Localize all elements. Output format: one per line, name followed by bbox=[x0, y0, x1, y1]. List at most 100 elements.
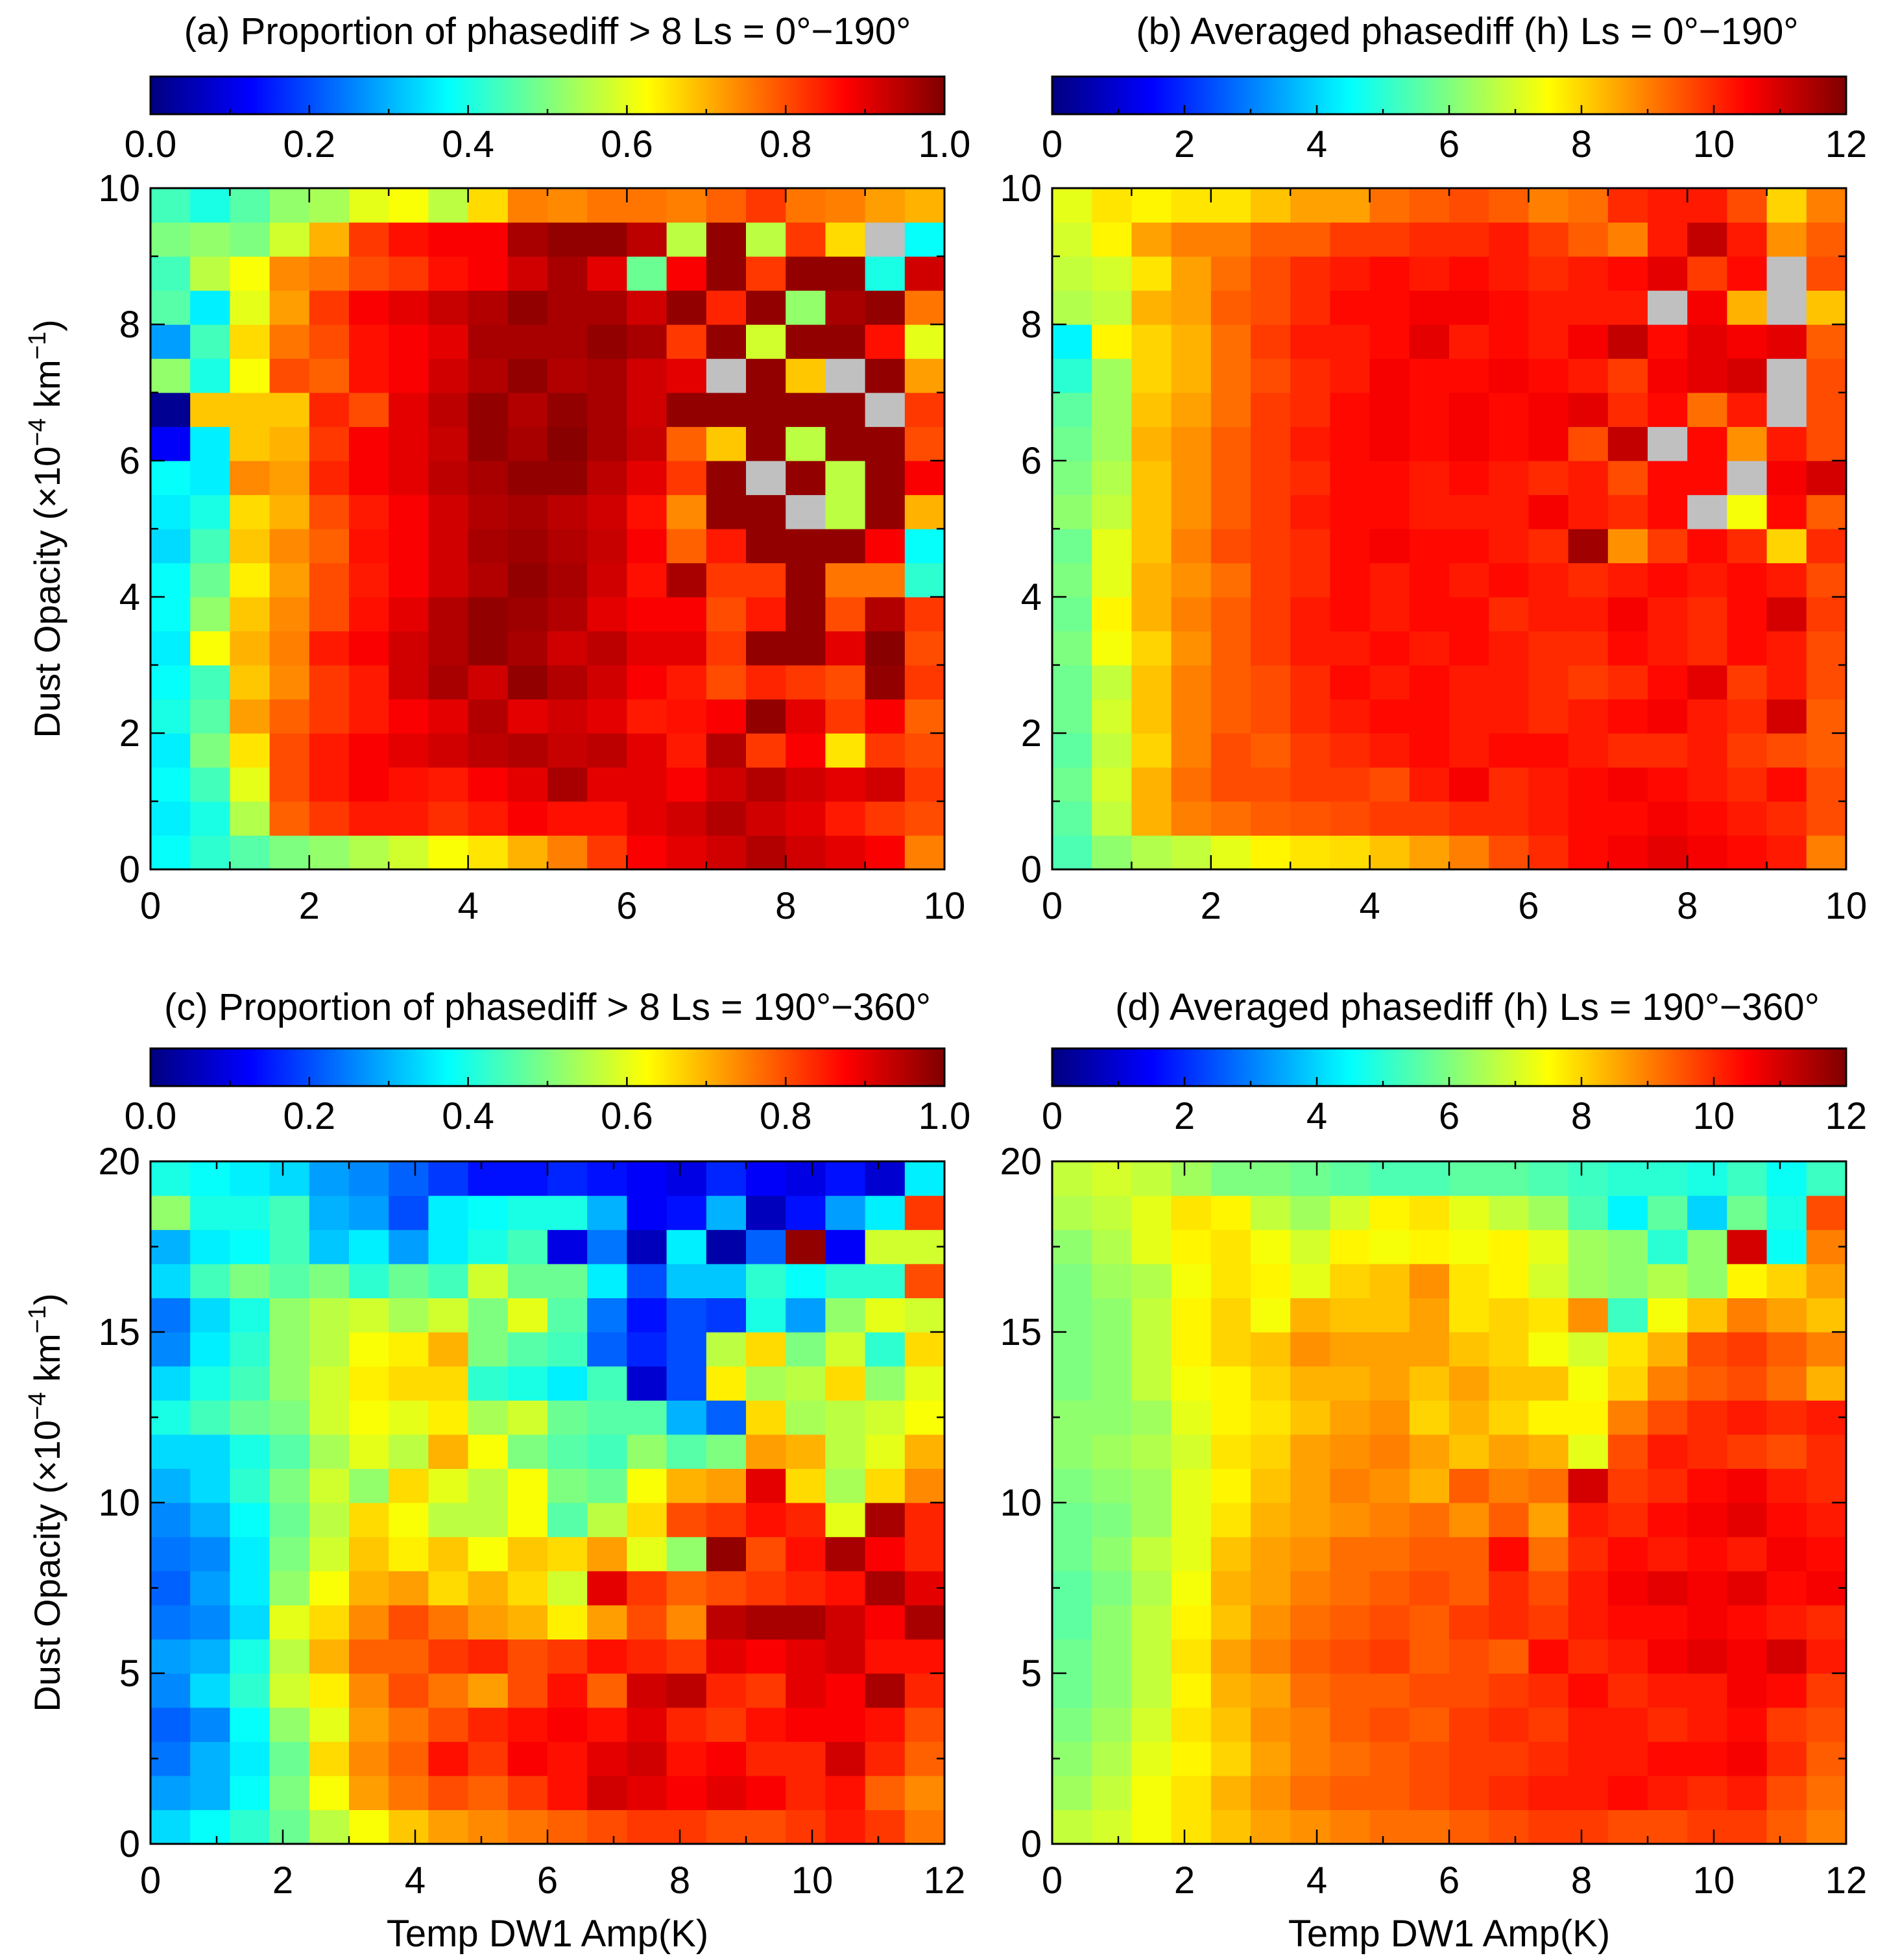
heatmap-cell bbox=[1568, 1673, 1609, 1708]
heatmap-cell bbox=[666, 699, 707, 734]
heatmap-cell bbox=[1607, 1809, 1648, 1845]
heatmap-cell bbox=[1648, 1604, 1688, 1639]
heatmap-cell bbox=[1052, 426, 1092, 461]
heatmap-cell bbox=[786, 699, 826, 734]
heatmap-cell bbox=[865, 324, 906, 359]
heatmap-cell bbox=[349, 1400, 389, 1435]
heatmap-cell bbox=[587, 1366, 627, 1401]
heatmap-cell bbox=[1409, 1263, 1450, 1298]
heatmap-cell bbox=[746, 1673, 786, 1708]
heatmap-cell bbox=[1131, 1503, 1172, 1538]
heatmap-cell bbox=[349, 1571, 389, 1606]
heatmap-cell bbox=[389, 1571, 429, 1606]
heatmap-cell bbox=[1607, 290, 1648, 325]
heatmap-cell bbox=[389, 563, 429, 598]
heatmap-cell bbox=[1092, 256, 1132, 291]
heatmap-cell bbox=[190, 835, 230, 870]
heatmap-cell bbox=[428, 1366, 469, 1401]
heatmap-cell bbox=[904, 426, 945, 461]
panel-d-heatmap-cells bbox=[1052, 1161, 1847, 1845]
heatmap-cell bbox=[389, 1400, 429, 1435]
heatmap-cell bbox=[666, 1229, 707, 1264]
heatmap-cell bbox=[230, 1298, 270, 1333]
heatmap-cell bbox=[1568, 1571, 1609, 1606]
heatmap-cell bbox=[627, 1503, 667, 1538]
heatmap-cell bbox=[865, 1673, 906, 1708]
y-tick-label: 8 bbox=[119, 304, 140, 346]
heatmap-cell bbox=[1727, 1604, 1768, 1639]
heatmap-cell bbox=[1648, 767, 1688, 802]
heatmap-cell bbox=[865, 733, 906, 768]
panel-a-title: (a) Proportion of phasediff > 8 Ls = 0°−… bbox=[184, 10, 911, 53]
heatmap-cell bbox=[389, 767, 429, 802]
heatmap-cell bbox=[507, 358, 548, 393]
heatmap-cell bbox=[190, 1639, 230, 1674]
heatmap-cell bbox=[1369, 1503, 1410, 1538]
heatmap-cell bbox=[706, 1332, 747, 1367]
heatmap-cell bbox=[1092, 1673, 1132, 1708]
heatmap-cell bbox=[1687, 597, 1727, 632]
y-tick-label: 10 bbox=[98, 167, 140, 210]
heatmap-cell bbox=[150, 1503, 191, 1538]
x-tick-label: 6 bbox=[537, 1859, 558, 1902]
heatmap-cell bbox=[1449, 1673, 1489, 1708]
heatmap-cell bbox=[1568, 1332, 1609, 1367]
heatmap-cell bbox=[825, 461, 866, 496]
heatmap-cell bbox=[1092, 393, 1132, 428]
heatmap-cell bbox=[904, 393, 945, 428]
heatmap-cell bbox=[507, 631, 548, 666]
heatmap-cell bbox=[1568, 494, 1609, 529]
heatmap-cell bbox=[1210, 1263, 1251, 1298]
heatmap-cell bbox=[627, 188, 667, 223]
heatmap-cell bbox=[1648, 222, 1688, 257]
heatmap-cell bbox=[230, 188, 270, 223]
heatmap-cell bbox=[666, 767, 707, 802]
heatmap-cell bbox=[309, 1536, 350, 1571]
heatmap-cell bbox=[309, 733, 350, 768]
heatmap-cell bbox=[1131, 393, 1172, 428]
heatmap-cell bbox=[1648, 426, 1688, 461]
heatmap-cell bbox=[904, 529, 945, 564]
heatmap-cell bbox=[1409, 494, 1450, 529]
heatmap-cell bbox=[1607, 256, 1648, 291]
heatmap-cell bbox=[1568, 426, 1609, 461]
heatmap-cell bbox=[1489, 1741, 1529, 1776]
heatmap-cell bbox=[507, 188, 548, 223]
heatmap-cell bbox=[706, 801, 747, 836]
heatmap-cell bbox=[230, 1604, 270, 1639]
heatmap-cell bbox=[1449, 835, 1489, 870]
heatmap-cell bbox=[1210, 1400, 1251, 1435]
heatmap-cell bbox=[1290, 1809, 1330, 1845]
heatmap-cell bbox=[1251, 1263, 1291, 1298]
heatmap-cell bbox=[706, 529, 747, 564]
heatmap-cell bbox=[1648, 801, 1688, 836]
heatmap-cell bbox=[904, 1366, 945, 1401]
heatmap-cell bbox=[1171, 1536, 1212, 1571]
heatmap-cell bbox=[1330, 1503, 1371, 1538]
heatmap-cell bbox=[389, 290, 429, 325]
heatmap-cell bbox=[1489, 1400, 1529, 1435]
heatmap-cell bbox=[786, 1263, 826, 1298]
heatmap-cell bbox=[865, 256, 906, 291]
y-tick-label: 0 bbox=[1021, 1823, 1042, 1865]
heatmap-cell bbox=[746, 699, 786, 734]
heatmap-cell bbox=[1290, 1468, 1330, 1503]
heatmap-cell bbox=[865, 1503, 906, 1538]
heatmap-cell bbox=[547, 1604, 588, 1639]
y-tick-label: 5 bbox=[1021, 1652, 1042, 1695]
heatmap-cell bbox=[1528, 1707, 1569, 1742]
heatmap-cell bbox=[1568, 767, 1609, 802]
x-tick-label: 4 bbox=[405, 1859, 426, 1902]
heatmap-cell bbox=[1528, 188, 1569, 223]
heatmap-cell bbox=[468, 1571, 509, 1606]
heatmap-cell bbox=[269, 835, 310, 870]
heatmap-cell bbox=[309, 1775, 350, 1810]
heatmap-cell bbox=[1409, 1366, 1450, 1401]
heatmap-cell bbox=[150, 1809, 191, 1845]
heatmap-cell bbox=[1727, 835, 1768, 870]
heatmap-cell bbox=[150, 631, 191, 666]
heatmap-cell bbox=[746, 801, 786, 836]
heatmap-cell bbox=[865, 767, 906, 802]
heatmap-cell bbox=[1727, 393, 1768, 428]
